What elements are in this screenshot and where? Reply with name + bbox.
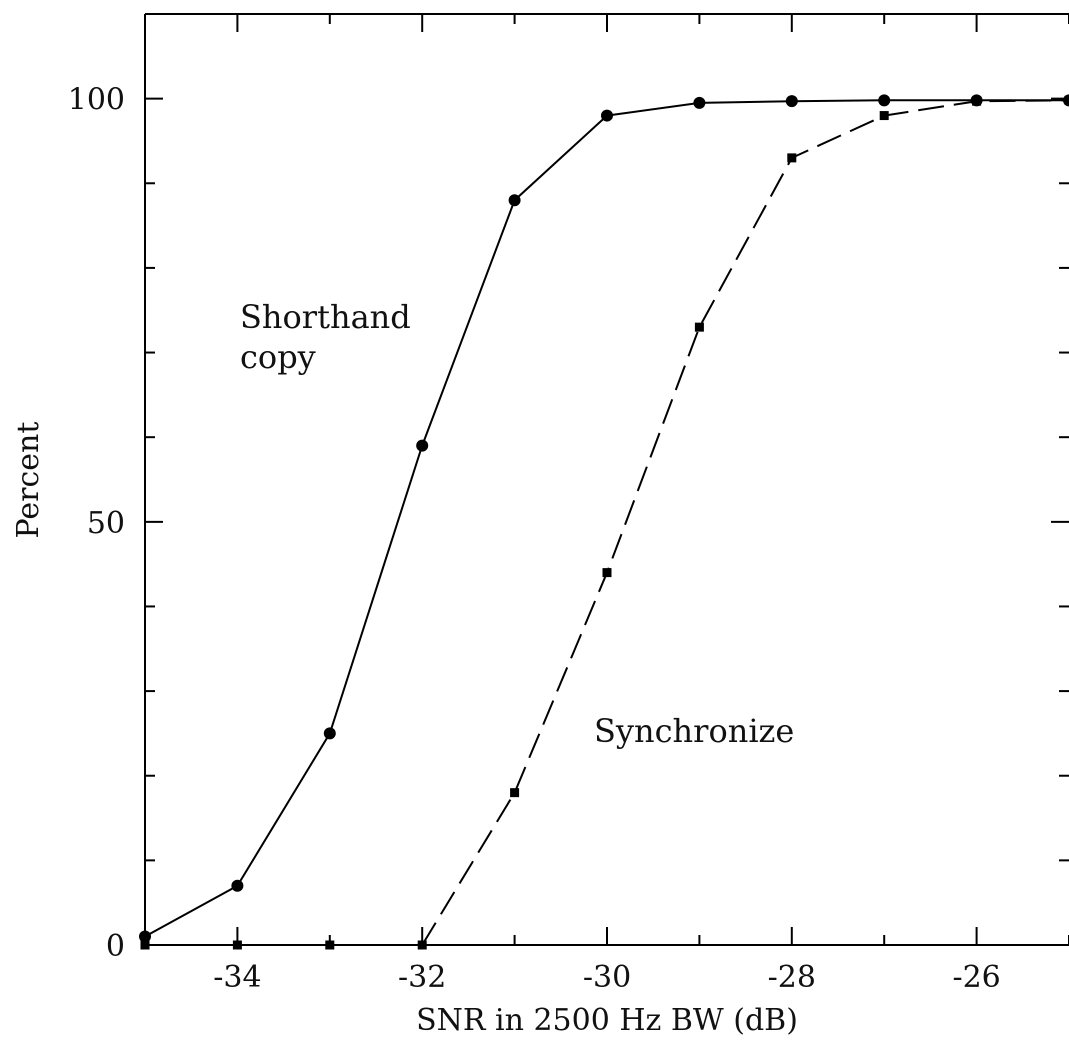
data-point-circle <box>139 930 151 943</box>
y-tick-label: 0 <box>106 929 125 964</box>
series-group <box>139 94 1069 950</box>
data-point-square <box>1064 95 1069 105</box>
x-tick-label: -32 <box>398 960 446 995</box>
data-point-square <box>140 940 150 950</box>
series-line <box>144 99 1069 938</box>
annotation-shorthand-line2: copy <box>240 338 316 376</box>
x-tick-label: -30 <box>583 960 631 995</box>
annotation-synchronize: Synchronize <box>594 712 794 750</box>
data-point-circle <box>416 439 429 452</box>
series-line <box>421 99 1069 946</box>
data-point-square <box>972 96 982 106</box>
y-tick-label: 50 <box>87 506 125 541</box>
data-point-square <box>325 940 335 950</box>
y-tick-label: 100 <box>68 83 125 118</box>
x-tick-label: -28 <box>768 960 816 995</box>
data-point-square <box>787 153 797 163</box>
data-point-circle <box>323 727 336 740</box>
data-point-circle <box>693 96 706 109</box>
tick-labels: -34 -32 -30 -28 -26 0 50 100 <box>68 83 1001 995</box>
axis-ticks <box>144 13 1069 946</box>
data-point-circle <box>785 95 798 108</box>
x-tick-label: -26 <box>952 960 1000 995</box>
data-point-square <box>510 788 520 798</box>
y-axis-title: Percent <box>11 422 46 539</box>
series-shorthand-copy <box>139 94 1069 943</box>
data-point-circle <box>508 194 521 207</box>
x-axis-title: SNR in 2500 Hz BW (dB) <box>416 1003 798 1038</box>
annotation-shorthand-line1: Shorthand <box>240 298 411 336</box>
data-point-square <box>879 111 889 121</box>
data-point-circle <box>878 94 891 107</box>
data-point-square <box>232 940 242 950</box>
data-point-square <box>694 322 704 332</box>
data-point-square <box>417 940 427 950</box>
x-tick-label: -34 <box>213 960 261 995</box>
plot-frame <box>144 13 1069 946</box>
data-point-circle <box>231 879 244 892</box>
series-synchronize <box>140 95 1069 950</box>
data-point-circle <box>601 109 613 122</box>
data-point-square <box>602 568 612 578</box>
